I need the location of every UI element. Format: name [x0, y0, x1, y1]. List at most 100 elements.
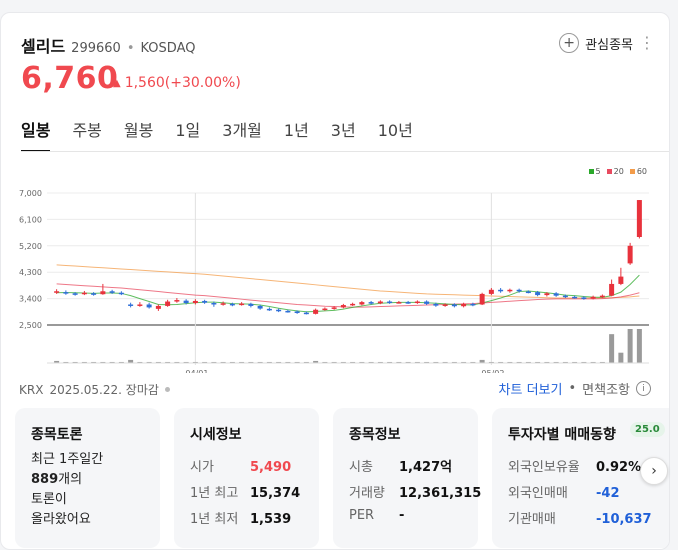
volume-bar: [146, 361, 152, 363]
candle-body: [368, 302, 374, 304]
candle-body: [322, 308, 328, 311]
tab-weekly[interactable]: 주봉: [72, 121, 102, 140]
quote-row-high: 1년 최고 15,374: [190, 486, 301, 501]
candle-body: [313, 309, 319, 314]
info-card[interactable]: 종목정보 시총 1,427억 거래량 12,361,315 PER -: [333, 408, 481, 548]
volume-bar: [294, 361, 300, 363]
tab-monthly[interactable]: 월봉: [123, 121, 154, 140]
y-tick-label: 2,500: [19, 321, 42, 330]
y-tick-label: 3,400: [19, 295, 42, 304]
volume-bar: [461, 361, 467, 363]
candle-body: [488, 289, 494, 294]
candle-body: [340, 305, 346, 308]
tab-1year[interactable]: 1년: [283, 121, 309, 140]
next-arrow-button[interactable]: ›: [640, 457, 668, 485]
tab-1day[interactable]: 1일: [175, 121, 201, 140]
volume-bar: [155, 361, 161, 363]
y-tick-label: 5,200: [19, 242, 42, 251]
candle-body: [81, 292, 87, 295]
volume-bar: [368, 361, 374, 363]
candle-body: [405, 302, 411, 304]
candle-body: [396, 302, 402, 304]
candle-body: [572, 296, 578, 299]
volume-bar: [72, 361, 78, 363]
investor-row-inst-trade: 기관매매 -10,637: [508, 512, 652, 527]
info-row-per: PER -: [349, 508, 405, 523]
investor-card[interactable]: 투자자별 매매동향 25.0 외국인보유율 0.92% 외국인매매 -42 기관매매…: [492, 408, 669, 548]
exchange-label: KRX: [19, 382, 44, 397]
volume-bar: [470, 361, 476, 363]
volume-bar: [387, 361, 393, 363]
candle-body: [562, 295, 568, 298]
tab-daily[interactable]: 일봉: [21, 117, 51, 152]
candle-body: [470, 303, 476, 306]
quote-card[interactable]: 시세정보 시가 5,490 1년 최고 15,374 1년 최저 1,539: [174, 408, 319, 548]
candle-body: [525, 291, 531, 294]
chart-links: 차트 더보기 • 면책조항 i: [499, 379, 651, 398]
volume-bar: [229, 361, 235, 363]
candle-body: [516, 289, 522, 292]
stock-card: 셀리드 299660 • KOSDAQ + 관심종목 ⋮ 6,760 ▲ 1,5…: [0, 12, 670, 550]
volume-bar: [276, 361, 282, 363]
x-tick-label: 04/01: [185, 369, 208, 373]
volume-bar: [183, 361, 189, 363]
candle-body: [414, 301, 420, 304]
volume-bar: [100, 361, 106, 363]
candle-body: [91, 293, 97, 295]
legend-ma20: 20: [606, 167, 624, 176]
chart-more-link[interactable]: 차트 더보기: [498, 383, 563, 398]
discussion-title: 종목토론: [31, 427, 83, 443]
volume-bar: [54, 360, 60, 363]
candle-body: [294, 311, 300, 314]
market-meta: KRX 2025.05.22. 장마감: [19, 381, 170, 398]
volume-bar: [303, 361, 309, 363]
candle-body: [266, 308, 272, 311]
volume-bar: [414, 361, 420, 363]
volume-bar: [239, 361, 245, 363]
candle-body: [229, 303, 235, 306]
tab-10year[interactable]: 10년: [377, 121, 413, 140]
candle-body: [146, 304, 152, 308]
volume-bar: [424, 361, 430, 363]
volume-bar: [285, 361, 291, 363]
watch-button[interactable]: + 관심종목: [559, 33, 633, 53]
volume-bar: [442, 361, 448, 363]
more-options-icon[interactable]: ⋮: [639, 33, 655, 52]
candle-body: [285, 310, 291, 313]
volume-bar: [350, 361, 356, 363]
candle-body: [118, 292, 124, 295]
info-icon[interactable]: i: [636, 381, 651, 396]
current-price: 6,760: [21, 61, 119, 96]
volume-bar: [488, 361, 494, 363]
candle-body: [63, 292, 69, 294]
candle-body: [387, 301, 393, 304]
period-tabs: 일봉 주봉 월봉 1일 3개월 1년 3년 10년: [21, 117, 413, 152]
volume-bar: [248, 361, 254, 363]
volume-bar: [174, 361, 180, 363]
tab-3year[interactable]: 3년: [330, 121, 356, 140]
disclaimer-link[interactable]: 면책조항: [582, 383, 630, 398]
candle-body: [137, 304, 143, 306]
price-chart[interactable]: 7,000 6,100 5,200 4,300 3,400 2,500 04/01 05/02: [1, 163, 669, 373]
volume-bar: [581, 361, 587, 363]
volume-bar: [599, 361, 605, 363]
volume-bar: [544, 361, 550, 363]
stock-name[interactable]: 셀리드: [21, 37, 66, 56]
candle-body: [54, 291, 60, 293]
tab-3month[interactable]: 3개월: [222, 121, 262, 140]
x-tick-label: 05/02: [481, 369, 504, 373]
y-tick-label: 6,100: [19, 215, 42, 224]
discussion-card[interactable]: 종목토론 최근 1주일간 889개의 토론이 올라왔어요: [15, 408, 160, 548]
candle-body: [192, 300, 198, 303]
volume-bar: [618, 352, 624, 363]
volume-bar: [220, 361, 226, 363]
candle-body: [636, 200, 642, 237]
plus-icon: +: [559, 33, 580, 53]
volume-bar: [590, 361, 596, 363]
volume-bar: [81, 361, 87, 363]
candle-body: [461, 303, 467, 307]
volume-bar: [266, 361, 272, 363]
candle-body: [303, 312, 309, 315]
candle-body: [72, 293, 78, 295]
candle-body: [609, 283, 615, 296]
